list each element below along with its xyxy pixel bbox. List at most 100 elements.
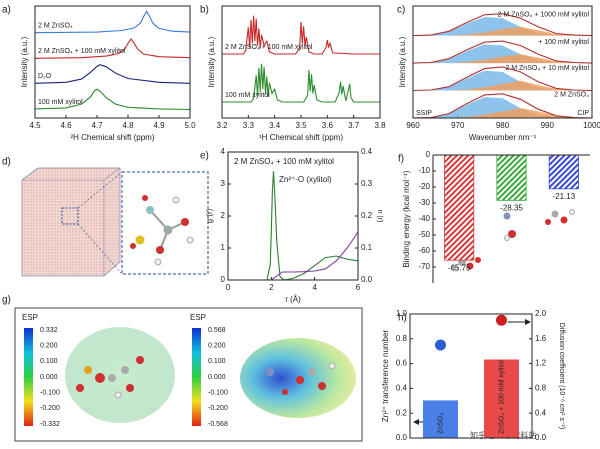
x-tick-label: 4.8 [122, 121, 134, 130]
x-tick-label: 3.4 [269, 121, 281, 130]
colorbar [192, 328, 201, 426]
series-label: 2 M ZnSO₄ + 100 mM xylitol [225, 44, 313, 51]
x-tick-label: 4.6 [60, 121, 72, 130]
molecule-sketches [451, 209, 575, 272]
x-tick-label: 4.9 [153, 121, 165, 130]
y-axis-label: Binding energy (kcal mol⁻¹) [402, 170, 411, 267]
line [34, 64, 191, 84]
y-tick-label: -50 [418, 230, 430, 239]
series-label: + 100 mM xylitol [538, 39, 589, 46]
colorbar-tick-label: -0.568 [208, 421, 228, 428]
y-axis-label: Zn²⁺ transference number [381, 330, 390, 423]
y-tick-label: 2 [221, 211, 226, 220]
line [34, 10, 191, 34]
y2-tick-label: 1.6 [535, 334, 547, 343]
panel-d: d) [2, 157, 209, 277]
colorbar-tick-label: 0.100 [208, 358, 226, 365]
x-tick-label: 3.5 [295, 121, 307, 130]
area [413, 17, 592, 36]
y-axis-label: g (r) [205, 208, 214, 223]
x-tick-label: 980 [496, 121, 510, 130]
line [34, 38, 191, 59]
colorbar-tick-label: 0.200 [40, 343, 58, 350]
x-tick-label: 4.5 [29, 121, 41, 130]
data-label: -21.13 [552, 192, 575, 201]
y-tick-label: 3 [221, 179, 226, 188]
point [434, 338, 447, 352]
colorbar-tick-label: -0.100 [208, 390, 228, 397]
y-tick-label: -40 [418, 214, 430, 223]
y2-tick-label: 0.4 [535, 408, 547, 417]
panel-label: e) [200, 151, 209, 162]
x-tick-label: 3.7 [348, 121, 360, 130]
y-tick-label: -70 [418, 262, 430, 271]
colorbar [24, 328, 33, 426]
y-tick-label: -10 [418, 166, 430, 175]
y2-tick-label: 0.0 [535, 433, 547, 442]
bar [484, 359, 519, 439]
area [413, 108, 592, 118]
data-label: -28.35 [500, 203, 523, 212]
y-tick-label: 0.6 [396, 359, 408, 368]
colorbar-title: ESP [22, 313, 38, 322]
series-label: 2 M ZnSO₄ [554, 92, 589, 99]
plot-frame [409, 313, 533, 439]
panel-label: h) [398, 313, 407, 324]
x-axis-label: ²H Chemical shift (ppm) [70, 133, 154, 142]
bar [496, 154, 527, 201]
colorbar-tick-label: 0.568 [208, 327, 226, 334]
panel-label: g) [2, 295, 11, 306]
series-label: 2 M ZnSO₄ + 10 mM xylitol [505, 65, 589, 72]
y-tick-label: 0.0 [396, 433, 408, 442]
panel-label: a) [2, 5, 11, 16]
line [412, 40, 593, 64]
colorbar-tick-label: -0.200 [40, 405, 60, 412]
series-label: D₂O [38, 73, 52, 80]
line [412, 66, 593, 92]
y-tick-label: 1 [221, 243, 226, 252]
x-tick-label: 3.3 [243, 121, 255, 130]
y2-tick-label: 0.0 [361, 275, 373, 284]
line [412, 13, 593, 37]
y2-tick-label: 2.0 [535, 309, 547, 318]
panel-label: c) [397, 5, 405, 16]
line [34, 88, 191, 111]
bar [548, 154, 579, 190]
x-axis-label: ¹H Chemical shift (ppm) [259, 133, 343, 142]
colorbar-tick-label: 0.200 [208, 343, 226, 350]
y-axis-label: Intensity (a.u.) [20, 36, 29, 87]
line [228, 171, 359, 281]
category-label: ZnSO₄ + 100 mM xylitol [498, 360, 505, 434]
molecule [266, 362, 336, 395]
line [412, 93, 593, 119]
line [228, 231, 359, 281]
x-tick-label: 960 [406, 121, 420, 130]
y-axis-label: Intensity (a.u.) [398, 36, 407, 87]
y-tick-label: 0 [221, 275, 226, 284]
series-label: 2 M ZnSO₄ + 1000 mM xylitol [498, 12, 590, 19]
y-tick-label: -20 [418, 182, 430, 191]
panel-label: d) [2, 157, 11, 168]
y-tick-label: 0.4 [396, 384, 408, 393]
zoom-region [61, 207, 79, 225]
x-tick-label: 990 [541, 121, 555, 130]
series-label: CIP [577, 110, 589, 117]
x-tick-label: 3.8 [374, 121, 386, 130]
y-tick-label: 0.2 [396, 408, 408, 417]
annotation: Zn²⁺-O (xylitol) [279, 175, 332, 184]
panel-g: g) ESP ESP [2, 295, 363, 442]
colorbar-tick-label: 0.100 [40, 358, 58, 365]
area [413, 80, 592, 91]
x-tick-label: 6 [356, 283, 361, 292]
area [413, 44, 592, 64]
x-tick-label: 1000 [583, 121, 600, 130]
y-tick-label: -30 [418, 198, 430, 207]
y2-tick-label: 1.2 [535, 359, 547, 368]
colorbar-tick-label: -0.100 [40, 390, 60, 397]
panel-label: b) [200, 5, 209, 16]
y-tick-label: 4 [221, 147, 226, 156]
plot-frame [34, 5, 191, 119]
plot-frame [221, 5, 381, 119]
line [222, 63, 380, 103]
